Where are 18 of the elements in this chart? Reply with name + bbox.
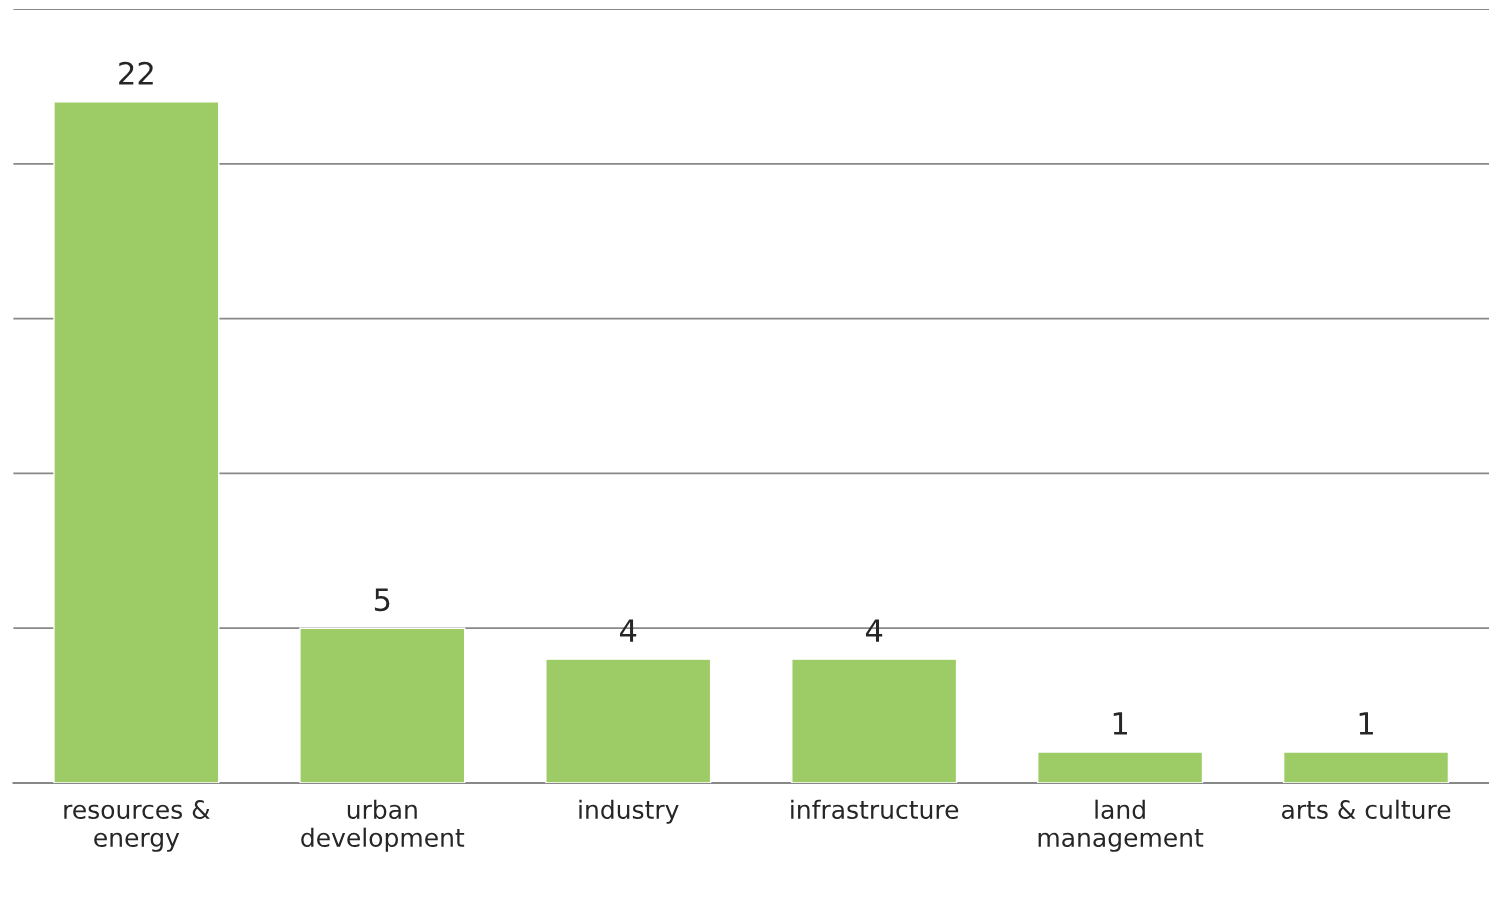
data-label: 5: [374, 588, 390, 612]
data-label: 1: [1359, 712, 1373, 735]
bar: [299, 627, 466, 783]
bar: [1037, 751, 1204, 783]
data-label: 1: [1113, 712, 1127, 735]
bar: [1282, 751, 1450, 783]
bar: [53, 101, 220, 783]
bar: [545, 658, 712, 783]
x-tick-label: land management: [1038, 799, 1204, 852]
x-tick-label: arts & culture: [1281, 799, 1451, 820]
data-label: 22: [119, 61, 153, 85]
x-tick-label: industry: [579, 799, 679, 824]
data-label: 4: [620, 619, 637, 642]
x-tick-label: resources & energy: [64, 800, 210, 852]
bar: [791, 658, 958, 783]
x-tick-label: urban development: [301, 799, 465, 852]
x-tick-label: infrastructure: [791, 799, 959, 820]
data-label: 4: [865, 619, 883, 642]
